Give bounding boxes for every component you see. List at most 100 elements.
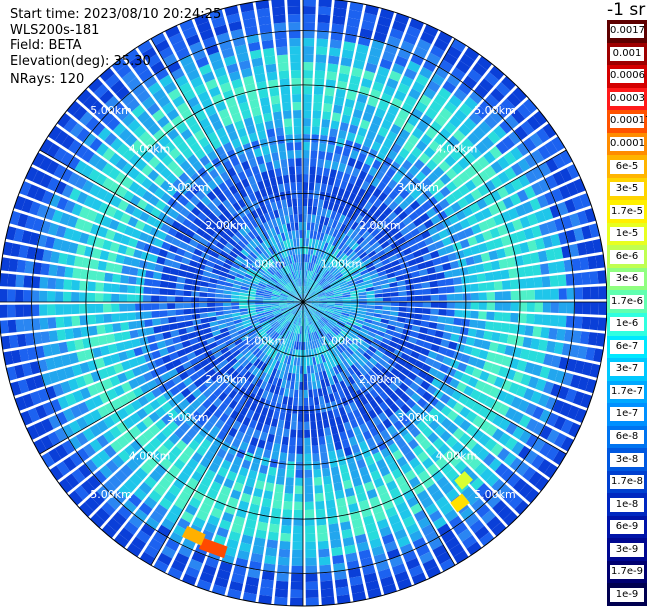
beta-cell [303, 102, 312, 111]
beta-cell [320, 268, 327, 276]
beta-cell [421, 201, 432, 212]
beta-cell [281, 517, 292, 526]
beta-cell [522, 466, 536, 482]
beta-cell [229, 580, 244, 592]
beta-cell [561, 343, 572, 356]
beta-cell [287, 0, 301, 7]
beta-cell [343, 349, 352, 358]
beta-cell [325, 234, 332, 244]
beta-cell [191, 206, 202, 217]
beta-cell [175, 309, 184, 316]
beta-cell [558, 302, 567, 314]
beta-cell [511, 109, 526, 124]
beta-cell [97, 226, 109, 238]
beta-cell [484, 72, 499, 87]
beta-cell [148, 538, 163, 552]
beta-cell [368, 204, 378, 215]
beta-cell [367, 331, 377, 338]
beta-cell [322, 283, 330, 289]
beta-cell [179, 263, 189, 271]
beta-cell [333, 482, 343, 492]
beta-cell [26, 424, 40, 440]
beta-cell [584, 240, 595, 255]
beta-cell [277, 54, 289, 64]
beta-cell [565, 273, 575, 286]
beta-cell [334, 570, 347, 581]
beta-cell [287, 314, 293, 321]
beta-cell [245, 150, 255, 161]
beta-cell [551, 136, 565, 152]
beta-cell [454, 460, 467, 473]
beta-cell [432, 337, 443, 346]
beta-cell [255, 226, 263, 235]
beta-cell [325, 369, 332, 378]
beta-cell [502, 312, 511, 322]
beta-cell [325, 435, 333, 444]
beta-cell [330, 120, 340, 130]
beta-cell [308, 270, 311, 279]
beta-cell [113, 533, 129, 548]
beta-cell [326, 144, 335, 153]
beta-cell [256, 521, 268, 532]
beta-cell [291, 315, 296, 324]
beta-cell [55, 291, 64, 302]
beta-cell [488, 341, 499, 352]
beta-cell [203, 495, 216, 507]
beta-cell [324, 378, 331, 387]
beta-cell [421, 523, 435, 537]
beta-cell [303, 310, 305, 318]
beta-cell [518, 483, 533, 498]
beta-cell [329, 266, 337, 274]
beta-cell [392, 331, 402, 339]
beta-cell [503, 151, 517, 165]
beta-cell [323, 394, 330, 404]
beta-cell [304, 309, 307, 318]
beta-cell [333, 104, 343, 114]
beta-cell [99, 391, 111, 404]
beta-cell [287, 273, 292, 282]
beta-cell [265, 312, 274, 317]
beta-cell [311, 272, 316, 280]
beta-cell [355, 370, 364, 380]
beta-cell [171, 261, 181, 269]
beta-cell [298, 270, 301, 279]
beta-cell [318, 298, 327, 301]
beta-cell [91, 121, 106, 136]
beta-cell [299, 309, 302, 318]
beta-cell [448, 94, 463, 108]
beta-cell [342, 106, 353, 117]
beta-cell [472, 62, 488, 77]
beta-cell [350, 469, 360, 480]
beta-cell [216, 280, 226, 286]
beta-cell [139, 551, 155, 566]
beta-cell [188, 439, 200, 451]
beta-cell [271, 295, 280, 299]
beta-cell [482, 453, 496, 467]
beta-cell [303, 296, 309, 302]
beta-cell [358, 170, 368, 181]
beta-cell [365, 62, 378, 74]
beta-cell [84, 398, 97, 411]
beta-cell [159, 46, 174, 60]
beta-cell [193, 348, 204, 357]
beta-cell [430, 294, 439, 301]
beta-cell [415, 432, 427, 444]
beta-cell [401, 102, 414, 114]
beta-cell [231, 247, 241, 255]
beta-cell [354, 484, 365, 495]
beta-cell [356, 262, 365, 270]
beta-cell [558, 184, 571, 200]
beta-cell [357, 347, 366, 355]
beta-cell [161, 241, 171, 251]
beta-cell [58, 341, 69, 354]
beta-cell [255, 529, 267, 539]
beta-cell [201, 529, 215, 541]
beta-cell [328, 47, 341, 57]
beta-cell [67, 215, 79, 228]
beta-cell [268, 523, 280, 533]
beta-cell [343, 446, 353, 457]
beta-cell [409, 264, 419, 272]
beta-cell [340, 521, 352, 531]
beta-cell [134, 220, 146, 231]
beta-cell [268, 136, 277, 146]
